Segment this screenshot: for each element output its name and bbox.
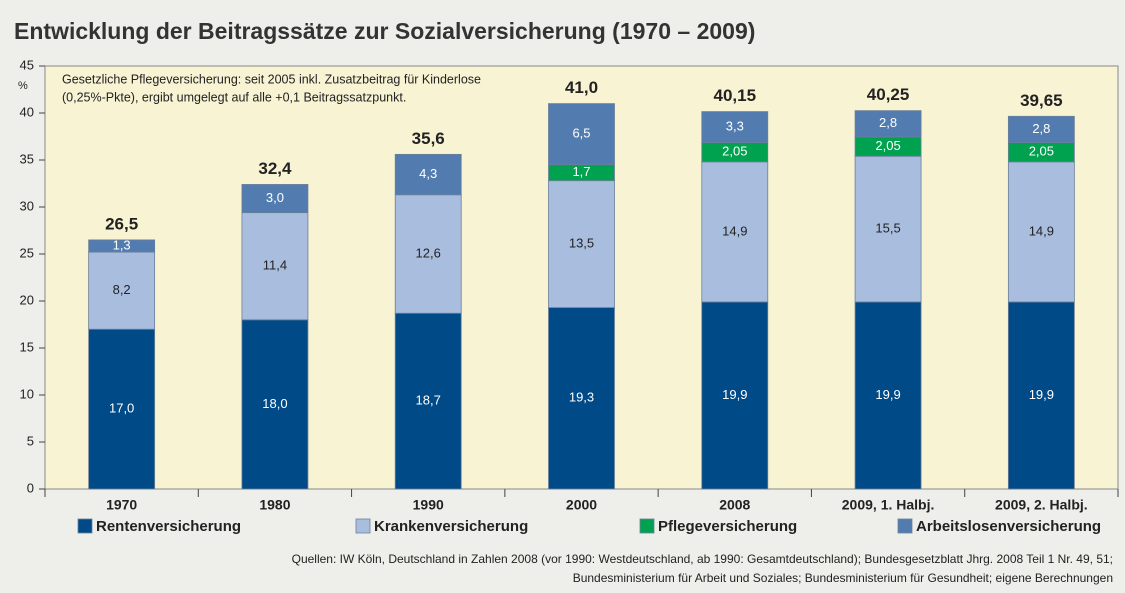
bar-segment [394,194,462,314]
total-label: 35,6 [412,129,445,148]
value-label: 17,0 [109,401,134,416]
value-label: 12,6 [416,245,441,260]
value-label: 2,8 [1032,121,1050,136]
x-tick-label: 1990 [413,497,444,513]
total-label: 32,4 [258,159,292,178]
y-tick-label: 5 [27,433,34,448]
x-tick-label: 2008 [719,497,750,513]
bar-segment [394,312,462,490]
bar-segment [88,239,156,253]
y-tick-label: 35 [20,151,34,166]
total-label: 40,15 [714,86,757,105]
bar-segment [241,184,309,214]
y-tick-label: 20 [20,292,34,307]
value-label: 13,5 [569,236,594,251]
legend-swatch [355,518,371,534]
source-note: Quellen: IW Köln, Deutschland in Zahlen … [292,552,1113,566]
total-label: 26,5 [105,214,138,233]
total-label: 40,25 [867,85,910,104]
bar-segment [548,307,615,490]
x-tick-label: 1970 [106,497,137,513]
y-tick-label: 0 [27,480,34,495]
bar-segment [854,155,922,303]
total-label: 39,65 [1020,91,1063,110]
value-label: 1,3 [113,237,131,252]
bar-segment [701,301,769,490]
value-label: 8,2 [113,282,131,297]
bar-segment [394,153,462,196]
value-label: 4,3 [419,166,437,181]
bar-segment [854,301,922,490]
x-tick-label: 2000 [566,497,597,513]
bar-segment [701,161,769,303]
legend-label: Pflegeversicherung [658,518,797,535]
value-label: 14,9 [722,223,747,238]
value-label: 11,4 [263,258,287,273]
chart-title: Entwicklung der Beitragssätze zur Sozial… [14,18,755,44]
value-label: 15,5 [875,221,900,236]
source-note: Bundesministerium für Arbeit und Soziale… [573,571,1113,585]
bar-segment [1007,161,1075,303]
y-tick-label: 15 [20,339,34,354]
value-label: 2,05 [722,144,747,159]
bar-segment [854,110,922,138]
value-label: 3,0 [266,190,284,205]
legend-label: Rentenversicherung [96,518,241,535]
bar-segment [701,111,769,144]
x-tick-label: 1980 [259,497,290,513]
annotation: (0,25%-Pkte), ergibt umgelegt auf alle +… [62,90,406,104]
bar-segment [548,103,615,166]
y-tick-label: 25 [20,245,34,260]
annotation: Gesetzliche Pflegeversicherung: seit 200… [62,72,481,86]
value-label: 2,05 [875,138,900,153]
value-label: 2,8 [879,115,897,130]
value-label: 2,05 [1029,144,1054,159]
value-label: 6,5 [572,126,590,141]
bar-segment [1007,115,1075,144]
value-label: 18,7 [416,393,441,408]
y-tick-label: 10 [20,386,34,401]
value-label: 19,9 [875,387,900,402]
x-tick-label: 2009, 2. Halbj. [995,497,1088,513]
legend-swatch [77,518,93,534]
total-label: 41,0 [565,78,598,97]
bar-segment [241,212,309,321]
y-tick-label: 40 [20,104,34,119]
legend-swatch [639,518,655,534]
x-tick-label: 2009, 1. Halbj. [842,497,935,513]
value-label: 18,0 [262,396,287,411]
y-tick-label: 45 [20,57,34,72]
value-label: 14,9 [1029,223,1054,238]
value-label: 3,3 [726,119,744,134]
value-label: 19,9 [722,387,747,402]
legend-label: Krankenversicherung [374,518,528,535]
value-label: 1,7 [572,164,590,179]
y-unit: % [18,80,28,92]
y-tick-label: 30 [20,198,34,213]
value-label: 19,3 [569,390,594,405]
legend-swatch [897,518,913,534]
legend-label: Arbeitslosenversicherung [916,518,1101,535]
value-label: 19,9 [1029,387,1054,402]
bar-segment [1007,301,1075,490]
